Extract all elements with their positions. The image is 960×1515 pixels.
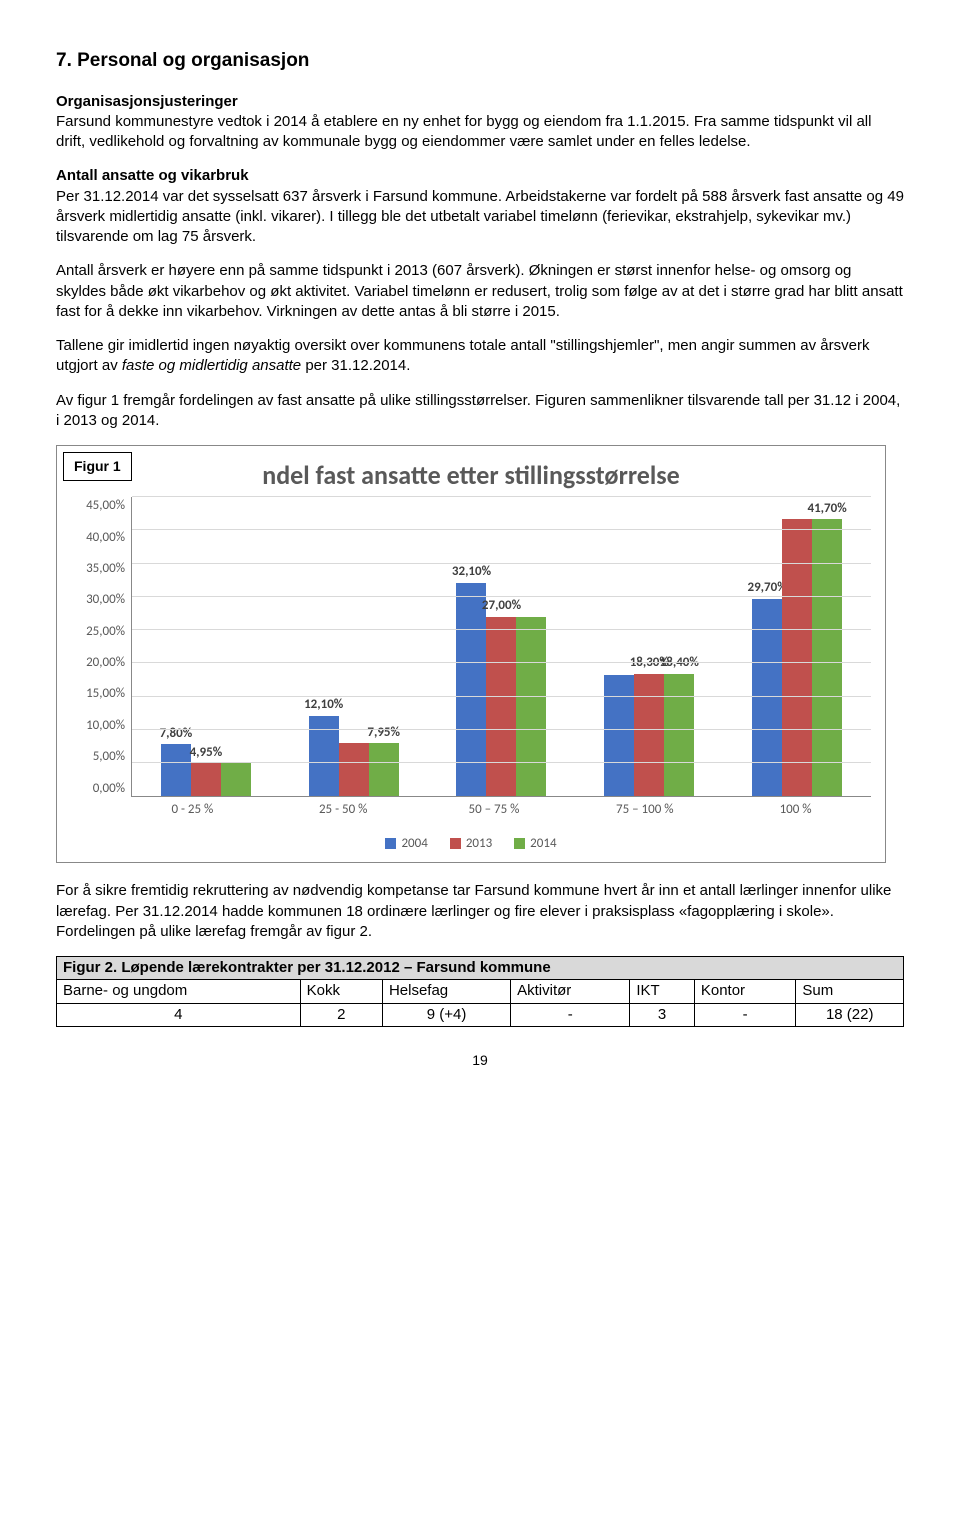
- bar-group: 12,10% 7,95%: [280, 497, 428, 796]
- subheading-ansatte-title: Antall ansatte og vikarbruk: [56, 167, 249, 184]
- bar: 7,95%: [369, 743, 399, 796]
- y-tick-label: 10,00%: [71, 717, 125, 735]
- legend-item: 2013: [450, 835, 492, 853]
- bar: 32,10%: [456, 583, 486, 796]
- y-tick-label: 25,00%: [71, 623, 125, 641]
- legend-label: 2004: [401, 835, 427, 853]
- table-data-cell: -: [511, 1003, 630, 1026]
- y-tick-label: 45,00%: [71, 497, 125, 515]
- bar-value-label: 7,80%: [160, 725, 193, 743]
- table-header-cell: Barne- og ungdom: [57, 980, 301, 1003]
- chart-y-axis: 0,00% 5,00% 10,00% 15,00% 20,00% 25,00% 30,00%…: [71, 497, 131, 797]
- subheading-ansatte-intro: Antall ansatte og vikarbruk Per 31.12.20…: [56, 166, 904, 247]
- bar: 27,00%: [486, 617, 516, 796]
- x-tick-label: 50 – 75 %: [419, 801, 570, 819]
- subheading-org-body: Farsund kommunestyre vedtok i 2014 å eta…: [56, 113, 871, 150]
- bar: 18,30%: [634, 674, 664, 796]
- bar: 4,95%: [191, 763, 221, 796]
- gridline: [132, 762, 871, 763]
- fig2-data-row: 429 (+4)-3-18 (22): [57, 1003, 904, 1026]
- page-number: 19: [56, 1051, 904, 1070]
- bar-value-label: 41,70%: [807, 500, 846, 518]
- table-header-cell: Kokk: [300, 980, 382, 1003]
- bar-value-label: 12,10%: [304, 696, 343, 714]
- bar: [339, 743, 369, 796]
- y-tick-label: 15,00%: [71, 685, 125, 703]
- fig2-title: Figur 2. Løpende lærekontrakter per 31.1…: [57, 957, 904, 980]
- gridline: [132, 729, 871, 730]
- sub2-p3-italic: faste og midlertidig ansatte: [122, 357, 301, 374]
- bar: [221, 763, 251, 796]
- chart-figure-1: Figur 1 ndel fast ansatte etter stilling…: [56, 445, 886, 863]
- gridline: [132, 596, 871, 597]
- bar-value-label: 4,95%: [190, 744, 223, 762]
- bar: [516, 617, 546, 796]
- legend-item: 2004: [385, 835, 427, 853]
- chart-plot-area: 7,80%4,95%12,10%7,95%32,10%27,00%18,30%1…: [131, 497, 871, 797]
- bar-value-label: 29,70%: [747, 579, 786, 597]
- legend-label: 2013: [466, 835, 492, 853]
- gridline: [132, 629, 871, 630]
- bar: 41,70%: [812, 519, 842, 796]
- bar: 7,80%: [161, 744, 191, 796]
- gridline: [132, 496, 871, 497]
- x-tick-label: 100 %: [720, 801, 871, 819]
- figure-1-label: Figur 1: [63, 452, 132, 481]
- after-chart-paragraph: For å sikre fremtidig rekruttering av nø…: [56, 881, 904, 942]
- bar: 18,40%: [664, 674, 694, 796]
- x-tick-label: 75 – 100 %: [569, 801, 720, 819]
- x-tick-label: 0 - 25 %: [117, 801, 268, 819]
- gridline: [132, 696, 871, 697]
- figure-2-table: Figur 2. Løpende lærekontrakter per 31.1…: [56, 956, 904, 1027]
- y-tick-label: 20,00%: [71, 654, 125, 672]
- bar-value-label: 32,10%: [452, 563, 491, 581]
- bar: [782, 519, 812, 796]
- legend-item: 2014: [514, 835, 556, 853]
- sub2-p2: Antall årsverk er høyere enn på samme ti…: [56, 261, 904, 322]
- chart-x-axis: 0 - 25 %25 - 50 %50 – 75 %75 – 100 %100 …: [117, 797, 885, 819]
- legend-swatch: [385, 838, 396, 849]
- y-tick-label: 35,00%: [71, 560, 125, 578]
- fig2-header-row: Barne- og ungdomKokkHelsefagAktivitørIKT…: [57, 980, 904, 1003]
- table-data-cell: 3: [630, 1003, 695, 1026]
- chart-title: ndel fast ansatte etter stillingsstørrel…: [57, 458, 885, 493]
- gridline: [132, 563, 871, 564]
- table-data-cell: 18 (22): [796, 1003, 904, 1026]
- y-tick-label: 40,00%: [71, 529, 125, 547]
- sub2-p3b: per 31.12.2014.: [301, 357, 410, 374]
- bar: [604, 675, 634, 797]
- bar-group: 7,80%4,95%: [132, 497, 280, 796]
- chart-legend: 2004 2013 2014: [57, 835, 885, 853]
- table-data-cell: 9 (+4): [382, 1003, 510, 1026]
- table-header-cell: IKT: [630, 980, 695, 1003]
- table-data-cell: -: [694, 1003, 796, 1026]
- table-header-cell: Sum: [796, 980, 904, 1003]
- table-data-cell: 4: [57, 1003, 301, 1026]
- table-header-cell: Aktivitør: [511, 980, 630, 1003]
- legend-swatch: [450, 838, 461, 849]
- y-tick-label: 30,00%: [71, 591, 125, 609]
- sub2-p1: Per 31.12.2014 var det sysselsatt 637 år…: [56, 188, 904, 246]
- subheading-org-title: Organisasjonsjusteringer: [56, 93, 238, 110]
- bar-group: 32,10%27,00%: [428, 497, 576, 796]
- gridline: [132, 662, 871, 663]
- bar-group: 18,30%18,40%: [575, 497, 723, 796]
- table-header-cell: Kontor: [694, 980, 796, 1003]
- legend-label: 2014: [530, 835, 556, 853]
- bar-value-label: 27,00%: [482, 597, 521, 615]
- y-tick-label: 5,00%: [71, 748, 125, 766]
- gridline: [132, 529, 871, 530]
- table-header-cell: Helsefag: [382, 980, 510, 1003]
- section-heading: 7. Personal og organisasjon: [56, 48, 904, 74]
- sub2-p4: Av figur 1 fremgår fordelingen av fast a…: [56, 391, 904, 432]
- sub2-p3: Tallene gir imidlertid ingen nøyaktig ov…: [56, 336, 904, 377]
- table-data-cell: 2: [300, 1003, 382, 1026]
- subheading-org: Organisasjonsjusteringer Farsund kommune…: [56, 92, 904, 153]
- x-tick-label: 25 - 50 %: [268, 801, 419, 819]
- bar-value-label: 7,95%: [367, 724, 400, 742]
- legend-swatch: [514, 838, 525, 849]
- bar-group: 29,70% 41,70%: [723, 497, 871, 796]
- y-tick-label: 0,00%: [71, 780, 125, 798]
